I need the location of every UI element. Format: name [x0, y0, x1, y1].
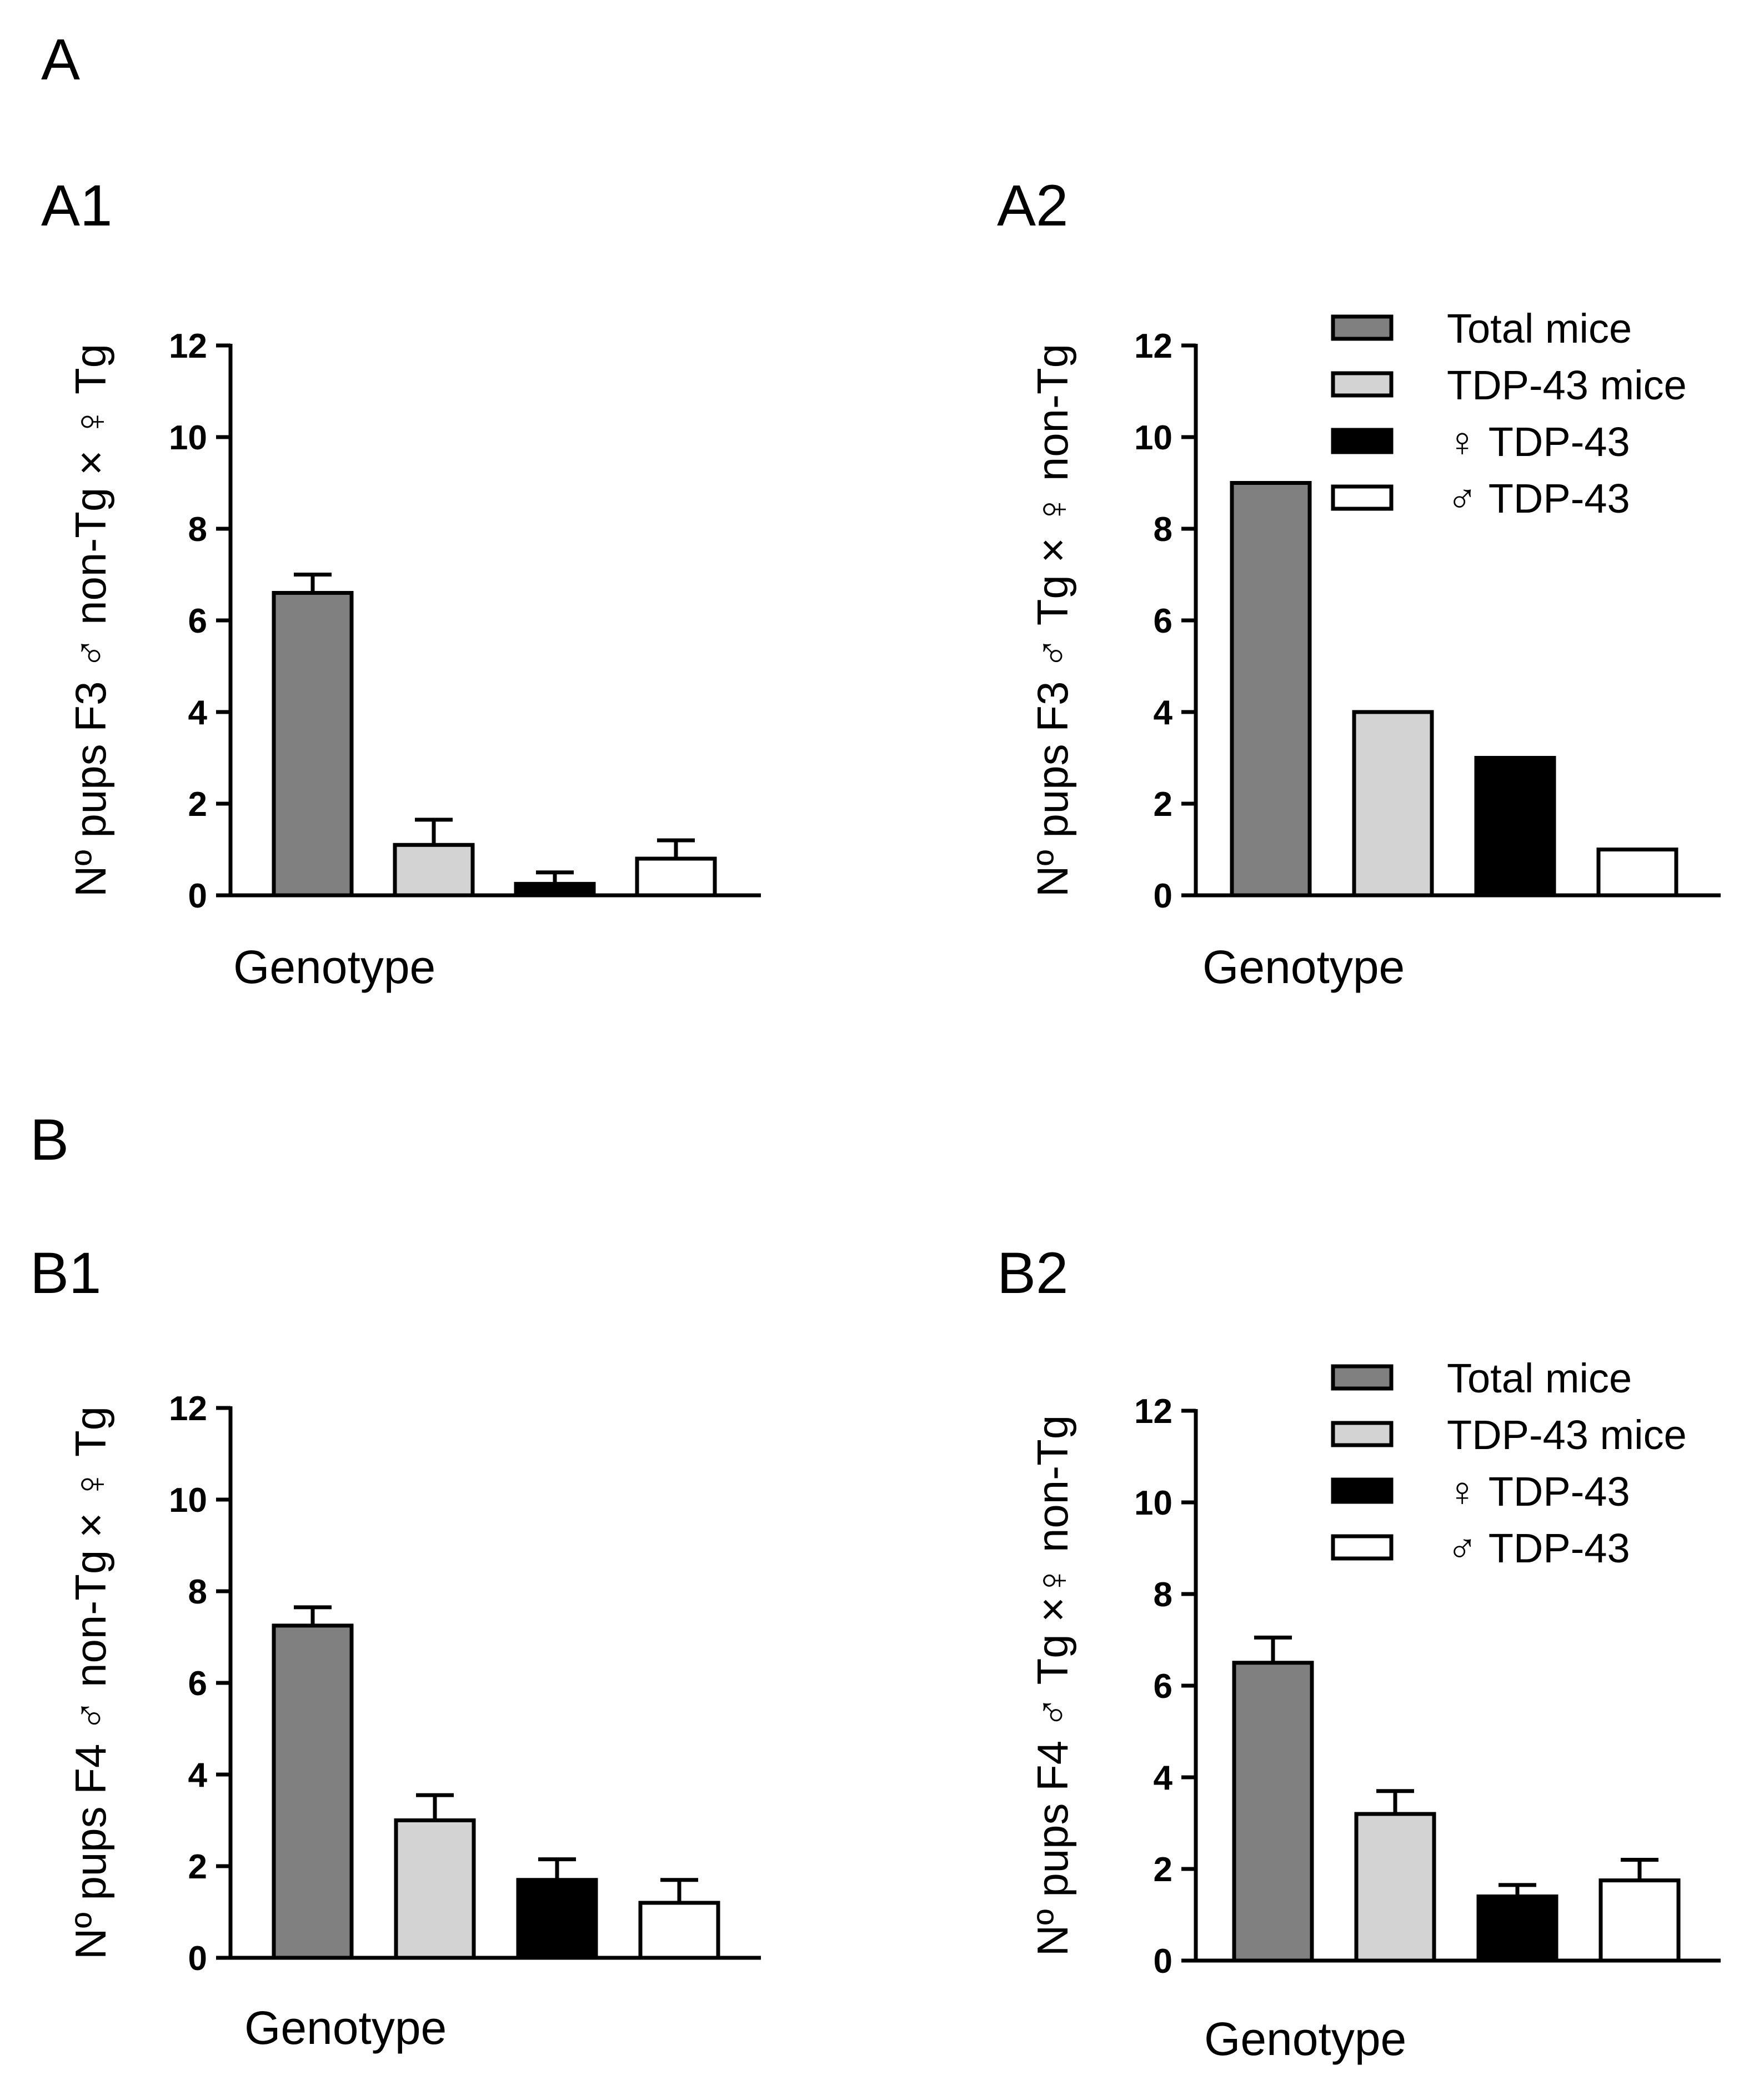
- a1-bar-4: [635, 856, 717, 898]
- a2-legend-label-1: Total mice: [1447, 305, 1632, 352]
- a1-ytick-label-4: 4: [188, 694, 208, 732]
- b1-bar-4: [638, 1901, 720, 1960]
- a2-legend-label-3: ♀ TDP-43: [1447, 419, 1630, 465]
- b1-ylabel: Nº pups F4 ♂ non-Tg × ♀ Tg: [66, 1406, 115, 1959]
- b1-xlabel: Genotype: [244, 2002, 447, 2054]
- a1-bar-1: [272, 591, 354, 898]
- b2-legend-swatch-3: [1331, 1477, 1394, 1504]
- a2-ytick-label-6: 6: [1154, 602, 1172, 640]
- panel-label-a1: A1: [41, 173, 113, 238]
- a2-xlabel: Genotype: [1202, 941, 1405, 993]
- b2-legend-swatch-4: [1331, 1534, 1394, 1561]
- a2-legend-label-2: TDP-43 mice: [1447, 362, 1687, 408]
- a1-ylabel: Nº pups F3 ♂ non-Tg × ♀ Tg: [66, 344, 115, 897]
- a2-legend-label-4: ♂ TDP-43: [1447, 475, 1630, 522]
- a2-ytick-label-0: 0: [1154, 877, 1172, 915]
- b2-ytick-label-6: 6: [1154, 1667, 1172, 1706]
- b1-ytick-label-10: 10: [169, 1481, 207, 1520]
- b2-ylabel: Nº pups F4 ♂ Tg ×♀ non-Tg: [1028, 1415, 1077, 1956]
- a2-legend-swatch-1: [1331, 314, 1394, 341]
- b1-ytick-label-2: 2: [188, 1848, 207, 1886]
- b1-ytick-label-4: 4: [188, 1756, 208, 1795]
- b2-ytick-label-4: 4: [1154, 1759, 1173, 1797]
- a2-ytick-label-12: 12: [1134, 327, 1172, 365]
- a2-legend-swatch-2: [1331, 371, 1394, 398]
- b1-bar-1: [272, 1623, 354, 1960]
- b1-bar-3: [516, 1878, 598, 1960]
- a2-bar-1: [1230, 481, 1312, 898]
- a1-ytick-label-0: 0: [188, 877, 207, 915]
- a1-ytick-label-12: 12: [169, 327, 207, 365]
- a1-ytick-label-10: 10: [169, 419, 207, 457]
- b2-xlabel: Genotype: [1204, 2013, 1406, 2065]
- b2-ytick-label-2: 2: [1154, 1851, 1172, 1889]
- b2-bar-3: [1476, 1894, 1558, 1963]
- section-label-b: B: [30, 1107, 69, 1172]
- b1-ytick-label-12: 12: [169, 1390, 207, 1428]
- b1-ytick-label-8: 8: [188, 1573, 207, 1611]
- a1-ytick-label-6: 6: [188, 602, 207, 640]
- b2-ytick-label-10: 10: [1134, 1484, 1172, 1522]
- b1-bar-2: [394, 1818, 476, 1960]
- b2-bar-1: [1232, 1661, 1314, 1963]
- b2-bar-2: [1354, 1812, 1436, 1963]
- b2-bar-4: [1598, 1878, 1681, 1963]
- section-label-a: A: [41, 27, 81, 92]
- a1-xlabel: Genotype: [233, 941, 435, 993]
- a2-legend-swatch-4: [1331, 484, 1394, 511]
- a2-bar-2: [1352, 710, 1434, 898]
- a2-ylabel: Nº pups F3 ♂ Tg × ♀ non-Tg: [1028, 344, 1077, 897]
- a2-bar-4: [1596, 848, 1678, 898]
- a2-legend-swatch-3: [1331, 428, 1394, 454]
- a1-bar-2: [393, 843, 475, 898]
- b2-ytick-label-8: 8: [1154, 1576, 1172, 1614]
- b2-ytick-label-12: 12: [1134, 1392, 1172, 1431]
- b2-legend-label-4: ♂ TDP-43: [1447, 1525, 1630, 1571]
- panel-label-b2: B2: [997, 1241, 1069, 1306]
- b1-ytick-label-6: 6: [188, 1665, 207, 1703]
- b2-legend-swatch-2: [1331, 1421, 1394, 1447]
- a2-ytick-label-2: 2: [1154, 785, 1172, 824]
- a1-ytick-label-8: 8: [188, 510, 207, 549]
- a2-ytick-label-10: 10: [1134, 419, 1172, 457]
- b1-ytick-label-0: 0: [188, 1939, 207, 1978]
- b2-legend-label-3: ♀ TDP-43: [1447, 1468, 1630, 1515]
- b2-ytick-label-0: 0: [1154, 1942, 1172, 1981]
- b2-legend-label-1: Total mice: [1447, 1355, 1632, 1401]
- a2-ytick-label-4: 4: [1154, 694, 1173, 732]
- panel-label-b1: B1: [30, 1241, 102, 1306]
- a1-bar-3: [514, 881, 596, 898]
- a2-bar-3: [1474, 756, 1556, 898]
- a2-ytick-label-8: 8: [1154, 510, 1172, 549]
- b2-legend-label-2: TDP-43 mice: [1447, 1412, 1687, 1458]
- b2-legend-swatch-1: [1331, 1364, 1394, 1391]
- panel-label-a2: A2: [997, 173, 1069, 238]
- a1-ytick-label-2: 2: [188, 785, 207, 824]
